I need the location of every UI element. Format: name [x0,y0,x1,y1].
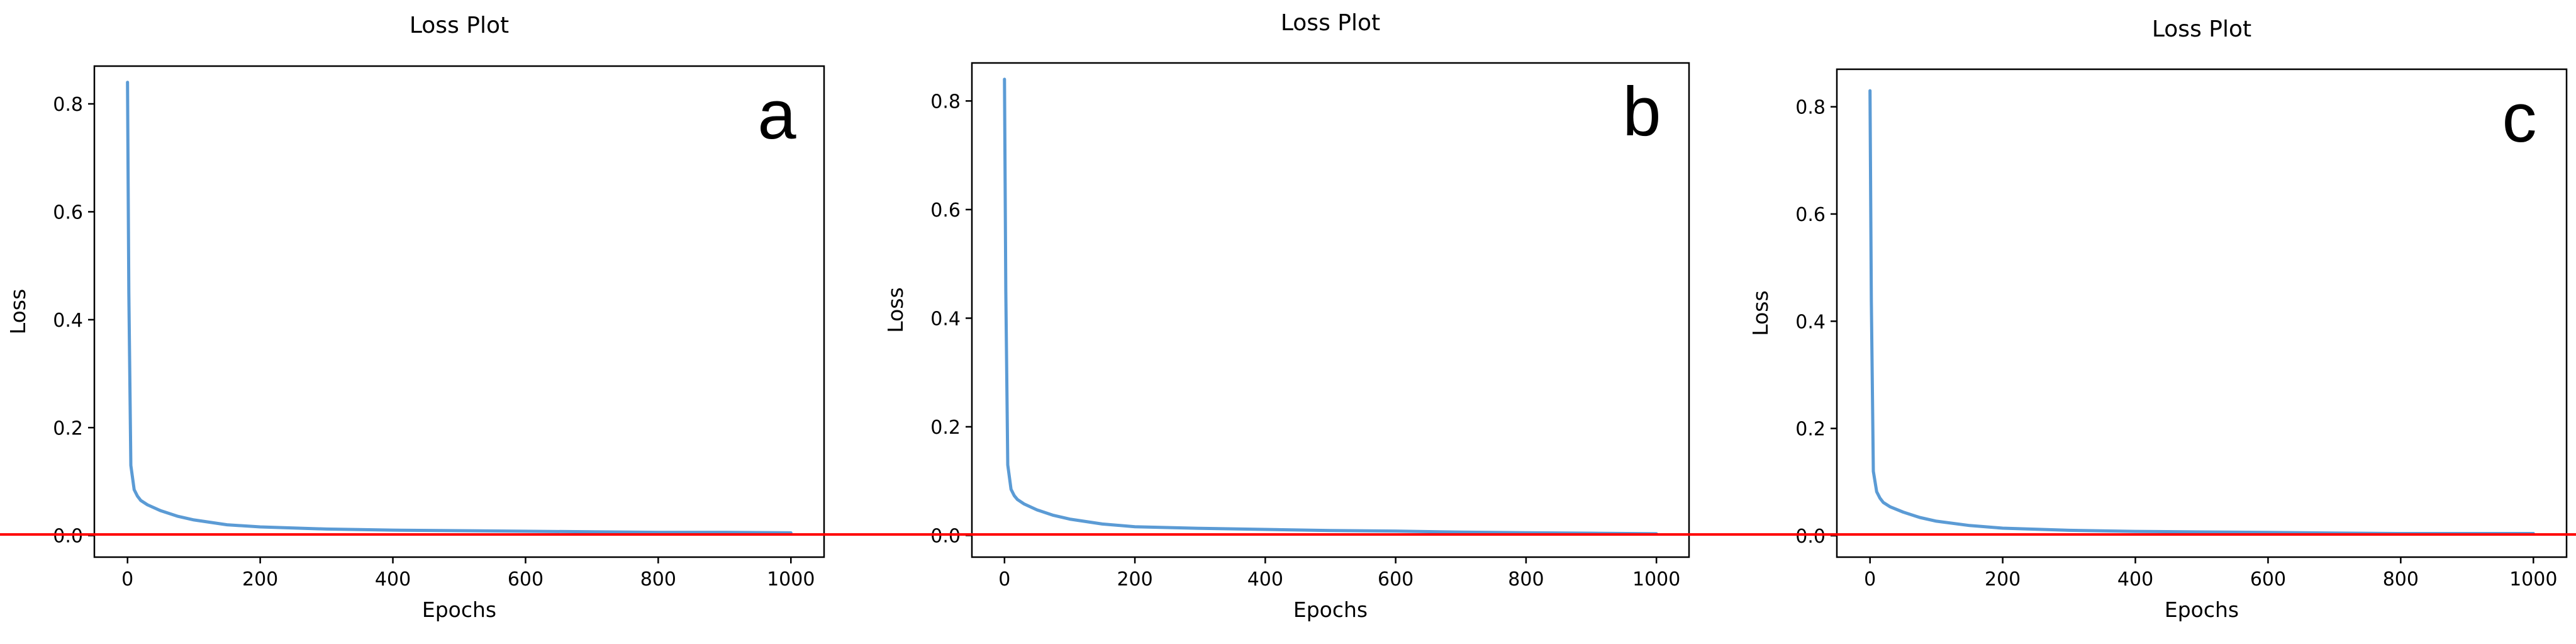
x-tick-label: 1000 [2509,568,2557,590]
y-tick-label: 0.0 [1795,526,1826,548]
y-tick-label: 0.4 [53,310,83,332]
panel-label: c [2502,79,2537,157]
x-tick-label: 1000 [1632,568,1680,590]
x-axis-label: Epochs [2165,597,2239,622]
chart-title: Loss Plot [2152,16,2251,42]
y-tick-label: 0.6 [53,201,83,223]
y-tick-label: 0.6 [1795,204,1826,226]
y-tick-label: 0.2 [930,417,961,439]
axes-frame [93,65,825,558]
panels: Loss Plot 0 200 400 600 800 1000 0.0 0.2 0.4 0.6 0.… [6,10,2568,622]
x-tick-label: 200 [1985,568,2021,590]
x-tick-label: 800 [640,568,676,590]
chart-panel-a: Loss Plot 0 200 400 600 800 1000 0.0 0.2 0.4 0.6 0.… [6,13,825,622]
x-tick-label: 600 [2250,568,2286,590]
y-tick-label: 0.8 [1795,97,1826,119]
y-tick-label: 0.0 [930,525,961,547]
x-tick-label: 0 [998,568,1010,590]
y-tick-label: 0.4 [930,308,961,330]
y-tick-label: 0.8 [930,91,961,113]
y-tick-label: 0.8 [53,94,83,116]
chart-panel-b: Loss Plot 0 200 400 600 800 1000 0.0 0.2 0.4 0.6 0.… [883,10,1690,622]
y-axis-label: Loss [883,287,908,332]
x-tick-label: 800 [1508,568,1544,590]
y-tick-label: 0.4 [1795,311,1826,333]
chart-title: Loss Plot [1281,10,1380,36]
loss-series-line [126,81,793,534]
x-tick-label: 400 [1247,568,1283,590]
x-tick-label: 600 [508,568,544,590]
x-tick-label: 0 [121,568,133,590]
panel-label: b [1622,73,1661,150]
y-tick-label: 0.2 [1795,419,1826,441]
x-tick-label: 400 [375,568,411,590]
x-tick-label: 800 [2383,568,2419,590]
chart-panel-c: Loss Plot 0 200 400 600 800 1000 0.0 0.2 0.4 0.6 0.… [1748,16,2568,622]
chart-title: Loss Plot [410,13,509,38]
x-tick-label: 1000 [767,568,815,590]
x-tick-label: 400 [2117,568,2153,590]
x-tick-label: 200 [1117,568,1152,590]
y-tick-label: 0.0 [53,526,83,548]
axes-frame [971,62,1690,558]
y-axis-label: Loss [6,289,30,334]
loss-series-line [1868,89,2535,535]
x-tick-label: 600 [1378,568,1413,590]
x-axis-label: Epochs [422,597,496,622]
axes-frame [1836,68,2568,558]
y-axis-label: Loss [1748,290,1773,336]
panel-label: a [757,76,796,154]
x-tick-label: 200 [242,568,278,590]
y-tick-label: 0.2 [53,417,83,439]
x-axis-label: Epochs [1293,597,1368,622]
y-tick-label: 0.6 [930,200,961,222]
loss-series-line [1003,77,1658,536]
x-tick-label: 0 [1864,568,1876,590]
